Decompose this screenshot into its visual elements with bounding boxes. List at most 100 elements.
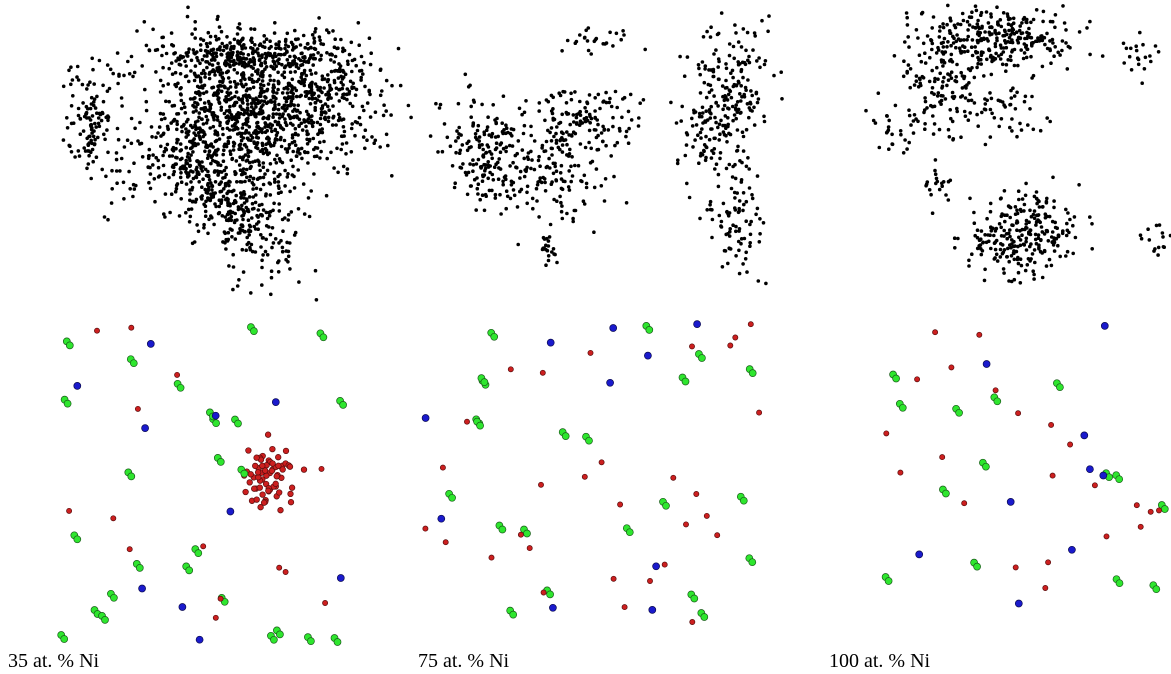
atom (547, 339, 554, 346)
atom (218, 25, 222, 29)
atom (201, 165, 205, 169)
atom (346, 167, 350, 171)
atom (902, 59, 906, 63)
atom (100, 168, 104, 172)
atom (723, 104, 727, 108)
atom (596, 134, 600, 138)
atom (970, 10, 974, 14)
atom (1045, 32, 1049, 36)
atom (217, 212, 221, 216)
atom (306, 42, 310, 46)
atom (203, 133, 207, 137)
atom (753, 123, 757, 127)
atom (967, 99, 971, 103)
atom (130, 142, 134, 146)
atom (224, 247, 228, 251)
atom (733, 191, 737, 195)
atom (247, 53, 251, 57)
atom (772, 74, 776, 78)
atom (212, 125, 216, 129)
atom (572, 120, 576, 124)
atom (698, 115, 702, 119)
atom (1010, 96, 1014, 100)
atom (282, 53, 286, 57)
atom (1015, 91, 1019, 95)
atom (471, 169, 475, 173)
atom (742, 135, 746, 139)
atom (296, 104, 300, 108)
atom (899, 133, 903, 137)
atom (212, 412, 219, 419)
atom (259, 233, 263, 237)
atom (69, 65, 73, 69)
atom (300, 157, 304, 161)
atom (240, 45, 244, 49)
atom (530, 158, 534, 162)
atom (1015, 135, 1019, 139)
atom (168, 154, 172, 158)
atom (700, 127, 704, 131)
atom (941, 64, 945, 68)
atom (563, 180, 567, 184)
atom (314, 82, 318, 86)
atom (254, 201, 258, 205)
atom (585, 110, 589, 114)
atom (306, 161, 310, 165)
atom (1028, 209, 1032, 213)
atom (1057, 235, 1061, 239)
atom (133, 187, 137, 191)
atom (550, 94, 554, 98)
atom (941, 85, 945, 89)
atom (495, 117, 499, 121)
atom (989, 247, 993, 251)
atom (265, 55, 269, 59)
atom (196, 85, 200, 89)
atom (89, 139, 93, 143)
atom (486, 125, 490, 129)
atom (303, 151, 307, 155)
atom (256, 121, 260, 125)
atom (1018, 122, 1022, 126)
atom (705, 30, 709, 34)
atom (199, 43, 203, 47)
atom (547, 157, 551, 161)
atom (185, 120, 189, 124)
atom (890, 142, 894, 146)
atom (1008, 36, 1012, 40)
atom (75, 75, 79, 79)
atom (574, 41, 578, 45)
atom (749, 559, 756, 566)
atom (942, 26, 946, 30)
atom (272, 399, 279, 406)
atom (220, 53, 224, 57)
atom (877, 91, 881, 95)
atom (565, 143, 569, 147)
atom (1011, 86, 1015, 90)
atom (935, 66, 939, 70)
atom (335, 147, 339, 151)
atom (747, 116, 751, 120)
atom (263, 60, 267, 64)
atom (743, 95, 747, 99)
atom (102, 100, 106, 104)
atom (1058, 255, 1062, 259)
atom (644, 352, 651, 359)
atom (1138, 31, 1142, 35)
atom (236, 50, 240, 54)
atom (259, 213, 263, 217)
atom (249, 291, 253, 295)
atom (199, 98, 203, 102)
atom (346, 60, 350, 64)
atom (736, 145, 740, 149)
atom (293, 70, 297, 74)
atom (1035, 190, 1039, 194)
atom (189, 215, 193, 219)
atom (233, 80, 237, 84)
atom (1090, 222, 1094, 226)
atom (1006, 12, 1010, 16)
atom (357, 21, 361, 25)
atom (1033, 261, 1037, 265)
atom (1048, 120, 1052, 124)
atom (524, 99, 528, 103)
atom (211, 194, 215, 198)
